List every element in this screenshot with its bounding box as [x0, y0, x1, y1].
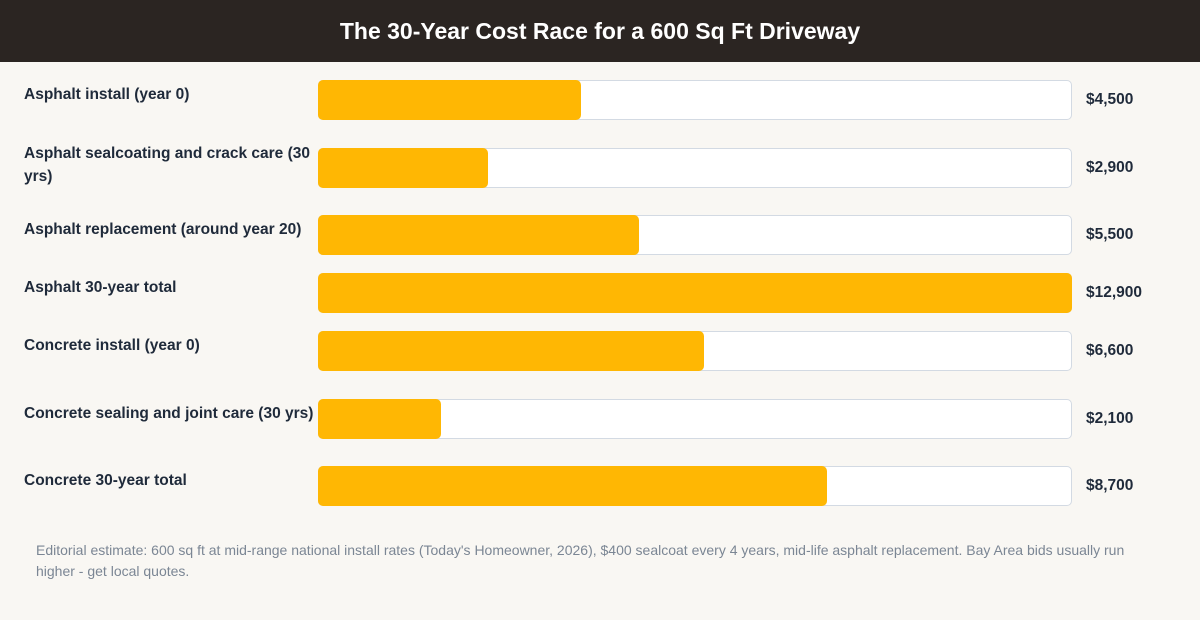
bar: [318, 273, 1072, 313]
value-label: $12,900: [1086, 284, 1143, 301]
value-label: $2,100: [1086, 410, 1134, 427]
value-label: $2,900: [1086, 159, 1134, 176]
bar-row: Asphalt 30-year total $12,900: [0, 273, 1200, 313]
bar-track: [318, 399, 1072, 439]
bar: [318, 215, 639, 255]
bar-track: [318, 80, 1072, 120]
bar: [318, 148, 488, 188]
value-label: $6,600: [1086, 342, 1134, 359]
category-label: Concrete 30-year total: [24, 472, 187, 489]
footnote: Editorial estimate: 600 sq ft at mid-ran…: [36, 542, 1125, 579]
category-label: Asphalt replacement (around year 20): [24, 221, 302, 238]
bar-track: [318, 331, 1072, 371]
category-label: Concrete sealing and joint care (30 yrs): [24, 405, 314, 422]
bar: [318, 466, 827, 506]
bar: [318, 331, 704, 371]
bar-track: [318, 273, 1072, 313]
category-label: Asphalt sealcoating and crack care (30 y…: [24, 145, 311, 185]
chart-header: The 30-Year Cost Race for a 600 Sq Ft Dr…: [0, 0, 1200, 62]
category-label: Asphalt 30-year total: [24, 279, 177, 296]
bar-row: Concrete sealing and joint care (30 yrs)…: [0, 399, 1200, 439]
bar-row: Concrete install (year 0) $6,600: [0, 331, 1200, 371]
category-label: Asphalt install (year 0): [24, 86, 190, 103]
bar: [318, 399, 441, 439]
chart-title: The 30-Year Cost Race for a 600 Sq Ft Dr…: [339, 17, 861, 44]
value-label: $8,700: [1086, 477, 1134, 494]
value-label: $4,500: [1086, 91, 1134, 108]
value-label: $5,500: [1086, 226, 1134, 243]
category-label: Concrete install (year 0): [24, 337, 200, 354]
bar-row: Asphalt replacement (around year 20) $5,5…: [0, 215, 1200, 255]
bar-row: Asphalt install (year 0) $4,500: [0, 80, 1200, 120]
bar-row: Asphalt sealcoating and crack care (30 y…: [0, 145, 1200, 188]
bar-track: [318, 215, 1072, 255]
bar-track: [318, 148, 1072, 188]
bar: [318, 80, 581, 120]
bar-row: Concrete 30-year total $8,700: [0, 466, 1200, 506]
bar-track: [318, 466, 1072, 506]
